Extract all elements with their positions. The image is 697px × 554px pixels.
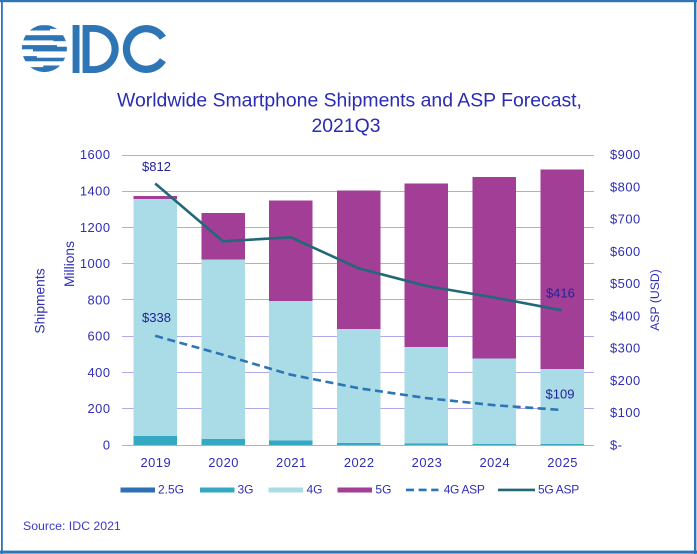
svg-text:4G ASP: 4G ASP [444,483,485,497]
svg-text:1600: 1600 [80,147,111,162]
svg-text:600: 600 [87,329,110,344]
svg-text:Shipments: Shipments [33,268,48,333]
svg-text:2019: 2019 [140,455,171,470]
svg-text:$700: $700 [610,212,641,227]
svg-text:400: 400 [87,365,110,380]
svg-text:2.5G: 2.5G [158,483,184,497]
svg-text:2021: 2021 [276,455,307,470]
svg-text:$800: $800 [610,179,641,194]
svg-text:5G: 5G [375,483,391,497]
svg-text:ASP (USD): ASP (USD) [648,269,662,330]
svg-text:$600: $600 [610,244,641,259]
svg-text:Worldwide Smartphone Shipments: Worldwide Smartphone Shipments and ASP F… [117,89,582,111]
svg-text:Source: IDC 2021: Source: IDC 2021 [23,519,121,533]
svg-text:800: 800 [87,292,110,307]
svg-text:$300: $300 [610,341,641,356]
svg-text:$500: $500 [610,276,641,291]
svg-text:2021Q3: 2021Q3 [311,115,380,137]
svg-text:5G ASP: 5G ASP [538,483,579,497]
svg-text:$109: $109 [546,387,575,402]
svg-text:$812: $812 [142,159,171,174]
svg-text:2024: 2024 [479,455,510,470]
svg-text:4G: 4G [307,483,323,497]
svg-text:1000: 1000 [80,256,111,271]
svg-text:200: 200 [87,401,110,416]
svg-text:1400: 1400 [80,184,111,199]
svg-text:Millions: Millions [62,241,77,287]
svg-text:2020: 2020 [208,455,239,470]
svg-text:2023: 2023 [412,455,443,470]
svg-text:3G: 3G [238,483,254,497]
svg-text:$-: $- [610,438,622,453]
svg-text:$100: $100 [610,405,641,420]
svg-text:$338: $338 [142,310,171,325]
svg-text:$200: $200 [610,373,641,388]
svg-text:2025: 2025 [547,455,578,470]
svg-text:$900: $900 [610,147,641,162]
svg-text:$416: $416 [546,286,575,301]
svg-text:1200: 1200 [80,220,111,235]
svg-text:$400: $400 [610,308,641,323]
svg-text:0: 0 [103,438,111,453]
svg-text:2022: 2022 [344,455,375,470]
